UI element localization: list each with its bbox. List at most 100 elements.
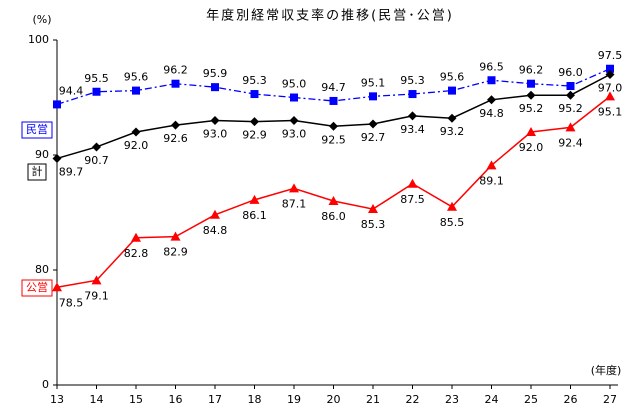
marker (368, 204, 378, 214)
marker (210, 116, 220, 125)
x-tick-label: 21 (366, 393, 380, 406)
data-label: 93.0 (282, 128, 307, 141)
legend-box (21, 121, 53, 139)
marker (565, 122, 576, 132)
data-label: 95.1 (598, 105, 623, 118)
data-label: 95.0 (282, 78, 307, 91)
data-label: 92.0 (519, 141, 544, 154)
x-tick-label: 13 (50, 393, 64, 406)
x-tick-label: 15 (129, 393, 143, 406)
x-axis-label: (年度) (591, 363, 622, 377)
marker (92, 142, 101, 152)
data-label: 85.5 (440, 216, 465, 229)
marker (52, 282, 62, 292)
x-tick-label: 24 (485, 393, 499, 406)
data-label: 97.5 (598, 49, 623, 62)
data-label: 87.5 (400, 193, 425, 206)
marker (329, 121, 338, 131)
marker (447, 113, 457, 123)
data-label: 92.9 (242, 129, 267, 142)
data-label: 82.8 (124, 247, 149, 260)
data-label: 94.7 (321, 81, 346, 94)
x-tick-label: 16 (169, 393, 183, 406)
data-label: 92.7 (361, 131, 386, 144)
x-tick-label: 23 (445, 393, 459, 406)
marker (131, 232, 141, 242)
marker (606, 64, 614, 73)
x-tick-label: 17 (208, 393, 222, 406)
marker (486, 160, 497, 170)
data-label: 95.3 (400, 74, 425, 87)
marker (132, 86, 140, 95)
data-label: 90.7 (84, 154, 109, 167)
legend-label: 公営 (26, 280, 48, 294)
marker (487, 76, 496, 85)
data-label: 82.9 (163, 246, 188, 259)
data-label: 97.0 (598, 82, 623, 95)
marker (408, 90, 417, 99)
marker (487, 95, 496, 105)
marker (408, 111, 417, 121)
data-label: 92.6 (163, 132, 188, 145)
data-label: 93.2 (440, 125, 465, 138)
marker (566, 90, 575, 100)
data-label: 95.3 (242, 74, 267, 87)
y-tick-label: 80 (35, 263, 49, 276)
marker (448, 86, 456, 95)
x-tick-label: 26 (564, 393, 578, 406)
data-label: 95.6 (124, 71, 149, 84)
marker (605, 70, 615, 79)
x-tick-label: 25 (524, 393, 538, 406)
x-tick-label: 20 (327, 393, 341, 406)
data-label: 86.1 (242, 209, 267, 222)
data-label: 87.1 (282, 197, 307, 210)
chart-title: 年度別経常収支率の推移(民営･公営) (206, 8, 454, 24)
marker (131, 127, 141, 137)
data-label: 93.0 (203, 128, 228, 141)
marker (171, 79, 180, 88)
marker (53, 100, 61, 109)
marker (527, 79, 535, 88)
y-axis-label: (%) (32, 13, 51, 26)
data-label: 78.5 (59, 296, 84, 309)
data-label: 95.9 (203, 67, 228, 80)
legend-box (21, 279, 53, 297)
marker (91, 275, 102, 285)
marker (407, 178, 418, 188)
x-tick-label: 27 (603, 393, 617, 406)
data-label: 94.4 (59, 84, 84, 97)
data-label: 96.2 (163, 64, 188, 77)
data-label: 93.4 (400, 123, 425, 136)
data-label: 85.3 (361, 218, 386, 231)
marker (211, 83, 219, 92)
y-tick-label: 0 (42, 378, 49, 391)
data-label: 86.0 (321, 210, 346, 223)
marker (328, 196, 339, 205)
data-label: 96.2 (519, 64, 544, 77)
marker (566, 82, 575, 90)
marker (171, 120, 180, 130)
marker (52, 153, 62, 163)
data-label: 96.5 (479, 60, 504, 73)
legend-box (27, 163, 47, 181)
data-label: 79.1 (84, 289, 109, 302)
marker (368, 119, 378, 129)
x-tick-label: 14 (90, 393, 104, 406)
marker (210, 209, 220, 219)
marker (605, 91, 615, 101)
data-label: 89.7 (59, 165, 84, 178)
legend-label: 計 (32, 164, 43, 178)
x-tick-label: 22 (406, 393, 420, 406)
marker (447, 201, 457, 211)
marker (526, 127, 536, 136)
marker (249, 194, 260, 204)
data-label: 96.0 (558, 66, 583, 79)
y-tick-label: 90 (35, 148, 49, 161)
data-label: 92.5 (321, 133, 346, 146)
data-label: 89.1 (479, 174, 504, 187)
marker (289, 183, 299, 193)
x-tick-label: 18 (248, 393, 262, 406)
marker (526, 90, 536, 100)
data-label: 95.5 (84, 72, 109, 85)
